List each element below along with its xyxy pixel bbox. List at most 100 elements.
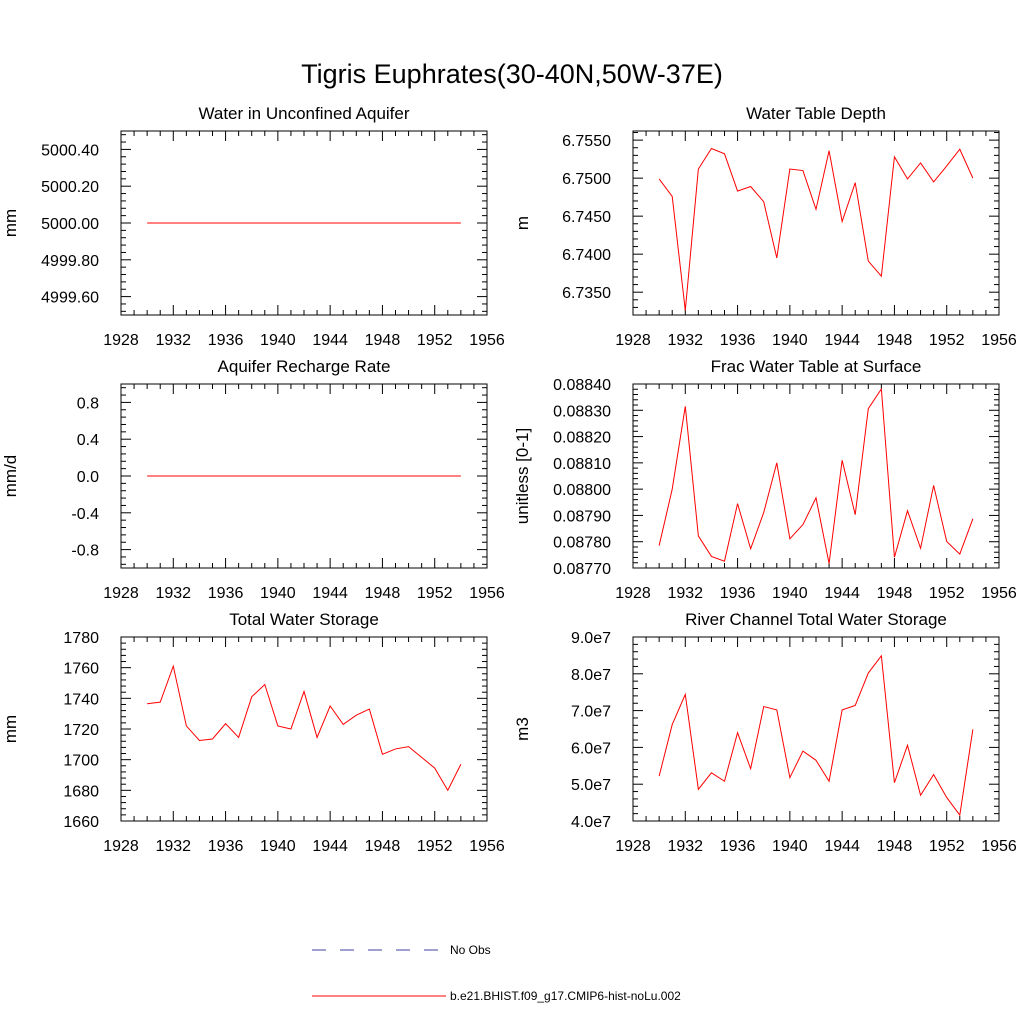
x-tick-label: 1936 (208, 838, 244, 855)
x-tick-label: 1956 (981, 585, 1017, 602)
x-tick-label: 1936 (720, 585, 756, 602)
x-tick-label: 1952 (417, 585, 453, 602)
y-tick-label: 1700 (63, 753, 99, 770)
y-tick-label: 4999.80 (41, 253, 99, 270)
x-tick-label: 1948 (365, 838, 401, 855)
y-tick-label: 5000.00 (41, 216, 99, 233)
y-tick-label: 1680 (63, 783, 99, 800)
y-tick-label: 1780 (63, 630, 99, 647)
x-tick-label: 1944 (824, 332, 860, 349)
x-tick-label: 1948 (877, 332, 913, 349)
y-tick-label: 7.0e7 (571, 704, 611, 721)
y-tick-label: 0.08790 (553, 508, 611, 525)
plot-frame (120, 636, 488, 822)
x-tick-label: 1948 (365, 332, 401, 349)
plot-frame (632, 383, 1000, 569)
x-tick-label: 1932 (155, 332, 191, 349)
y-tick-label: 0.08840 (553, 377, 611, 394)
y-tick-label: 1660 (63, 814, 99, 831)
main-title: Tigris Euphrates(30-40N,50W-37E) (301, 59, 723, 89)
panel-title: River Channel Total Water Storage (685, 610, 947, 629)
x-tick-label: 1944 (312, 585, 348, 602)
chart-panel-6: River Channel Total Water Storage m3 1928 1… (513, 610, 1017, 855)
y-tick-label: 5.0e7 (571, 777, 611, 794)
x-tick-label: 1940 (260, 838, 296, 855)
series-line-1 (658, 387, 974, 564)
x-tick-label: 1956 (981, 838, 1017, 855)
y-tick-label: 6.0e7 (571, 740, 611, 757)
x-tick-label: 1928 (615, 838, 651, 855)
series-line-1 (658, 654, 974, 817)
legend-label-model: b.e21.BHIST.f09_g17.CMIP6-hist-noLu.002 (450, 989, 681, 1003)
x-tick-label: 1940 (772, 332, 808, 349)
x-tick-label: 1944 (824, 838, 860, 855)
chart-panel-3: Aquifer Recharge Rate mm/d 1928 1932 1936 194… (1, 357, 505, 602)
series-line-1 (147, 664, 462, 792)
x-tick-label: 1940 (260, 585, 296, 602)
x-tick-label: 1956 (981, 332, 1017, 349)
chart-panel-1: Water in Unconfined Aquifer mm 1928 1932 193… (1, 104, 505, 349)
chart-panel-4: Frac Water Table at Surface unitless [0-1… (513, 357, 1017, 602)
x-tick-label: 1932 (155, 838, 191, 855)
y-tick-label: 0.08820 (553, 430, 611, 447)
y-tick-label: 1720 (63, 722, 99, 739)
x-tick-label: 1932 (667, 838, 703, 855)
y-axis-label: mm (1, 715, 20, 743)
y-tick-label: 0.8 (77, 395, 99, 412)
x-tick-label: 1956 (469, 332, 505, 349)
y-tick-label: 0.08810 (553, 456, 611, 473)
y-tick-label: 0.08780 (553, 535, 611, 552)
x-tick-label: 1944 (312, 838, 348, 855)
x-tick-label: 1936 (720, 332, 756, 349)
y-tick-label: 4.0e7 (571, 814, 611, 831)
y-axis-label: unitless [0-1] (513, 428, 532, 524)
x-tick-label: 1956 (469, 585, 505, 602)
x-tick-label: 1928 (103, 585, 139, 602)
y-tick-label: 6.7350 (562, 285, 611, 302)
x-tick-label: 1928 (103, 332, 139, 349)
x-tick-label: 1952 (929, 838, 965, 855)
y-tick-label: 5000.20 (41, 179, 99, 196)
x-tick-label: 1952 (417, 332, 453, 349)
x-tick-label: 1932 (667, 585, 703, 602)
y-tick-label: 5000.40 (41, 142, 99, 159)
y-axis-label: mm/d (1, 455, 20, 498)
legend-label-no-obs: No Obs (450, 943, 491, 957)
x-tick-label: 1944 (824, 585, 860, 602)
panel-title: Water in Unconfined Aquifer (198, 104, 409, 123)
x-tick-label: 1952 (929, 332, 965, 349)
y-tick-label: 0.08770 (553, 561, 611, 578)
y-tick-label: 0.4 (77, 432, 99, 449)
x-tick-label: 1928 (615, 585, 651, 602)
x-tick-label: 1936 (208, 332, 244, 349)
y-tick-label: 0.08800 (553, 482, 611, 499)
x-tick-label: 1932 (155, 585, 191, 602)
y-axis-label: m (513, 216, 532, 230)
x-tick-label: 1940 (772, 838, 808, 855)
legend: No Obs b.e21.BHIST.f09_g17.CMIP6-hist-no… (312, 943, 681, 1003)
x-tick-label: 1952 (417, 838, 453, 855)
x-tick-label: 1928 (103, 838, 139, 855)
y-tick-label: 6.7500 (562, 171, 611, 188)
chart-panels: Water in Unconfined Aquifer mm 1928 1932 193… (1, 104, 1017, 855)
x-tick-label: 1944 (312, 332, 348, 349)
y-axis-label: m3 (513, 717, 532, 741)
y-tick-label: 1740 (63, 691, 99, 708)
x-tick-label: 1936 (208, 585, 244, 602)
y-tick-label: -0.4 (71, 506, 99, 523)
x-tick-label: 1956 (469, 838, 505, 855)
y-axis-label: mm (1, 209, 20, 237)
panel-title: Frac Water Table at Surface (711, 357, 922, 376)
y-tick-label: 0.08830 (553, 403, 611, 420)
panel-title: Aquifer Recharge Rate (218, 357, 391, 376)
x-tick-label: 1948 (877, 838, 913, 855)
y-tick-label: 4999.60 (41, 290, 99, 307)
y-tick-label: 6.7400 (562, 247, 611, 264)
x-tick-label: 1952 (929, 585, 965, 602)
y-tick-label: 0.0 (77, 469, 99, 486)
x-tick-label: 1940 (260, 332, 296, 349)
series-line-1 (658, 147, 974, 311)
chart-panel-5: Total Water Storage mm 1928 1932 1936 1940 194… (1, 610, 505, 855)
x-tick-label: 1928 (615, 332, 651, 349)
